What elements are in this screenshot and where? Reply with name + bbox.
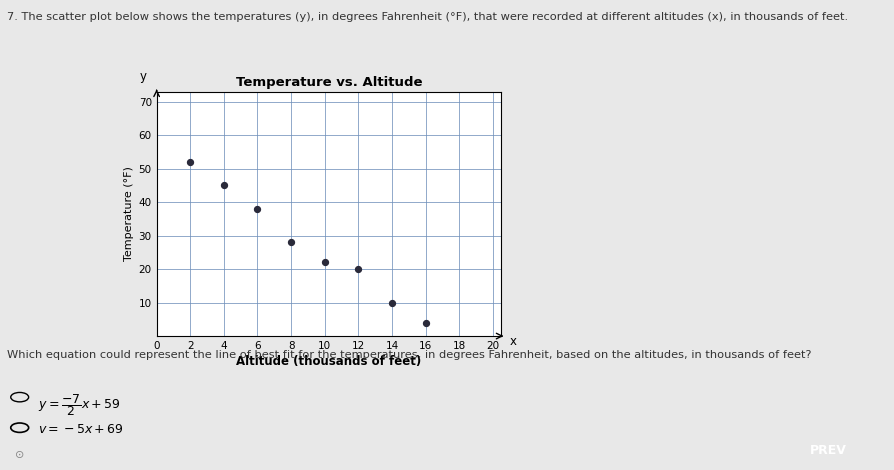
Text: x: x xyxy=(509,335,516,348)
Text: $y = \dfrac{-7}{2}x + 59$: $y = \dfrac{-7}{2}x + 59$ xyxy=(38,392,120,418)
Point xyxy=(350,266,365,273)
Text: ⊙: ⊙ xyxy=(15,450,24,460)
Text: Which equation could represent the line of best fit for the temperatures, in deg: Which equation could represent the line … xyxy=(7,350,811,360)
X-axis label: Altitude (thousands of feet): Altitude (thousands of feet) xyxy=(236,355,421,368)
Text: y: y xyxy=(139,70,147,83)
Y-axis label: Temperature (°F): Temperature (°F) xyxy=(124,166,134,261)
Point xyxy=(250,205,265,212)
Point xyxy=(283,239,298,246)
Text: $v = -5x + 69$: $v = -5x + 69$ xyxy=(38,423,123,436)
Point xyxy=(384,299,399,306)
Point xyxy=(417,319,432,327)
Title: Temperature vs. Altitude: Temperature vs. Altitude xyxy=(235,76,422,89)
Point xyxy=(216,181,231,189)
Text: PREV: PREV xyxy=(808,444,846,456)
Point xyxy=(183,158,198,166)
Text: 7. The scatter plot below shows the temperatures (y), in degrees Fahrenheit (°F): 7. The scatter plot below shows the temp… xyxy=(7,12,848,22)
Point xyxy=(317,258,332,266)
